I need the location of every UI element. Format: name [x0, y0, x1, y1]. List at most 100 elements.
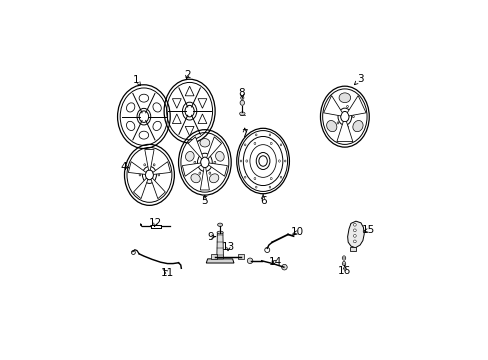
Text: 10: 10 — [290, 227, 304, 237]
Text: 2: 2 — [183, 70, 190, 80]
Ellipse shape — [126, 103, 135, 112]
Polygon shape — [188, 137, 203, 159]
Ellipse shape — [153, 121, 161, 130]
Polygon shape — [172, 99, 181, 108]
Ellipse shape — [253, 177, 255, 180]
Ellipse shape — [145, 170, 153, 180]
Ellipse shape — [270, 142, 272, 145]
Ellipse shape — [139, 174, 141, 176]
Bar — [238, 254, 244, 260]
Circle shape — [353, 223, 355, 226]
Ellipse shape — [139, 94, 148, 102]
Ellipse shape — [336, 122, 338, 124]
Polygon shape — [198, 99, 206, 108]
Ellipse shape — [217, 231, 223, 234]
Ellipse shape — [214, 161, 215, 163]
Bar — [211, 254, 217, 260]
Text: 5: 5 — [201, 195, 208, 206]
Polygon shape — [323, 95, 342, 116]
Ellipse shape — [244, 176, 245, 178]
Ellipse shape — [342, 261, 345, 266]
Ellipse shape — [158, 174, 160, 176]
Ellipse shape — [194, 161, 195, 163]
Ellipse shape — [280, 176, 281, 178]
Ellipse shape — [153, 184, 155, 186]
Polygon shape — [208, 163, 227, 176]
Ellipse shape — [209, 174, 219, 183]
Ellipse shape — [143, 184, 145, 186]
Ellipse shape — [255, 186, 257, 188]
Ellipse shape — [153, 103, 161, 112]
Ellipse shape — [143, 164, 145, 166]
Polygon shape — [182, 163, 201, 176]
Ellipse shape — [338, 93, 350, 103]
Ellipse shape — [268, 186, 270, 188]
Circle shape — [281, 264, 286, 270]
Ellipse shape — [126, 121, 135, 130]
Ellipse shape — [215, 152, 224, 161]
Text: 8: 8 — [238, 88, 245, 98]
Ellipse shape — [244, 144, 245, 146]
Polygon shape — [350, 247, 355, 251]
Text: 15: 15 — [361, 225, 374, 235]
Polygon shape — [128, 162, 146, 174]
Polygon shape — [153, 162, 170, 174]
Ellipse shape — [217, 223, 222, 226]
Ellipse shape — [199, 172, 201, 174]
Ellipse shape — [352, 116, 353, 118]
Ellipse shape — [352, 121, 362, 132]
Text: 7: 7 — [241, 129, 247, 139]
Text: 9: 9 — [207, 232, 213, 242]
Ellipse shape — [240, 160, 241, 162]
Polygon shape — [185, 86, 194, 96]
Text: 4: 4 — [121, 162, 127, 172]
Polygon shape — [172, 114, 181, 123]
Polygon shape — [185, 126, 194, 136]
Ellipse shape — [346, 105, 347, 108]
Ellipse shape — [340, 112, 348, 122]
Text: 13: 13 — [222, 242, 235, 252]
Ellipse shape — [245, 160, 247, 162]
Ellipse shape — [346, 126, 347, 128]
Polygon shape — [216, 233, 223, 259]
Polygon shape — [200, 167, 209, 190]
Ellipse shape — [190, 174, 200, 183]
Text: 6: 6 — [259, 195, 266, 206]
Text: 16: 16 — [338, 266, 351, 276]
Ellipse shape — [239, 112, 244, 115]
Polygon shape — [336, 121, 352, 141]
Circle shape — [353, 240, 355, 243]
Ellipse shape — [139, 111, 148, 122]
Ellipse shape — [253, 142, 255, 145]
Ellipse shape — [326, 121, 336, 132]
Text: 1: 1 — [133, 75, 140, 85]
Ellipse shape — [184, 105, 194, 117]
Polygon shape — [151, 178, 165, 199]
Ellipse shape — [208, 150, 210, 153]
Ellipse shape — [185, 152, 194, 161]
Text: 3: 3 — [356, 74, 363, 84]
Ellipse shape — [258, 156, 267, 166]
Polygon shape — [198, 114, 206, 123]
Ellipse shape — [139, 131, 148, 139]
Circle shape — [353, 229, 355, 232]
Ellipse shape — [278, 160, 280, 162]
Ellipse shape — [208, 172, 210, 174]
Ellipse shape — [240, 100, 244, 105]
Ellipse shape — [342, 256, 345, 260]
Polygon shape — [206, 259, 233, 263]
Ellipse shape — [199, 150, 201, 153]
Polygon shape — [133, 178, 147, 199]
Text: 14: 14 — [268, 257, 282, 267]
Circle shape — [247, 258, 252, 264]
Text: 12: 12 — [149, 218, 162, 228]
Ellipse shape — [200, 157, 209, 168]
Polygon shape — [144, 149, 154, 170]
Text: 11: 11 — [161, 268, 174, 278]
Polygon shape — [347, 221, 364, 248]
Circle shape — [353, 234, 355, 237]
Ellipse shape — [200, 139, 209, 147]
Ellipse shape — [268, 134, 270, 136]
Polygon shape — [346, 95, 366, 116]
Ellipse shape — [240, 96, 244, 99]
